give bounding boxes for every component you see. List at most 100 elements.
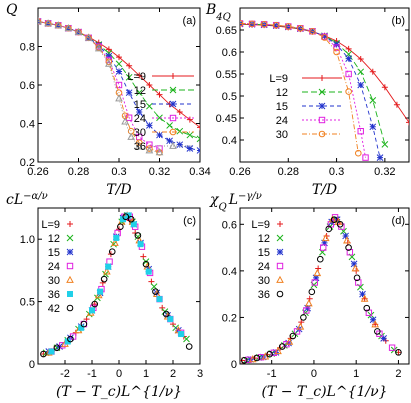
data-point <box>178 331 185 338</box>
data-point <box>164 311 171 319</box>
data-point <box>122 213 130 221</box>
data-point <box>357 81 365 89</box>
legend-label: L=9 <box>127 71 146 83</box>
legend-marker <box>276 290 284 298</box>
y-tick-label: 0 <box>29 359 35 371</box>
y-tick-label: 0.2 <box>222 312 237 324</box>
y-axis-label: B4Q <box>205 2 231 23</box>
data-layer <box>240 20 409 161</box>
legend: L=9 12 15 24 30 36 <box>127 71 194 153</box>
legend-marker <box>318 102 326 110</box>
data-point <box>345 70 352 78</box>
data-point <box>345 45 352 52</box>
legend-label: 24 <box>276 115 288 127</box>
legend-label: 12 <box>48 233 60 245</box>
data-point <box>300 314 307 321</box>
y-tick-label: 0.65 <box>216 25 237 37</box>
data-point <box>363 304 371 312</box>
legend-label: 36 <box>134 141 146 153</box>
data-point <box>153 289 161 297</box>
y-axis-label: Q <box>6 2 18 18</box>
legend-label: 15 <box>134 99 146 111</box>
data-point <box>155 148 164 156</box>
panel-label: (d) <box>392 215 405 227</box>
legend-marker <box>276 262 284 270</box>
data-point <box>253 354 261 362</box>
x-tick-label: 3 <box>197 368 203 380</box>
data-point <box>325 225 333 233</box>
data-point <box>260 20 268 28</box>
y-tick-label: 0.6 <box>222 219 237 231</box>
x-tick-label: 0.32 <box>149 166 170 178</box>
data-point <box>346 249 354 256</box>
data-point <box>84 33 93 41</box>
data-point <box>106 258 113 265</box>
legend-marker <box>318 130 326 138</box>
data-point <box>351 264 360 272</box>
series-line <box>240 23 386 145</box>
legend-marker <box>169 114 177 122</box>
data-point <box>305 299 313 307</box>
data-point <box>176 141 184 149</box>
data-point <box>381 141 389 148</box>
data-point <box>313 268 322 277</box>
data-point <box>162 310 170 318</box>
data-point <box>297 25 304 33</box>
data-point <box>293 328 301 335</box>
legend-label: 24 <box>258 261 270 273</box>
data-point <box>369 123 377 131</box>
data-point <box>360 294 369 302</box>
data-point <box>67 335 74 343</box>
data-point <box>270 349 278 357</box>
data-point <box>91 300 98 308</box>
series-15 <box>240 20 384 161</box>
data-point <box>240 356 248 364</box>
legend-marker <box>169 128 177 136</box>
series-12 <box>240 20 389 148</box>
legend-marker <box>170 73 176 79</box>
data-point <box>355 279 362 286</box>
legend-label: 15 <box>258 247 270 259</box>
legend-marker <box>276 234 284 242</box>
plot-frame <box>239 207 410 365</box>
data-point <box>376 154 384 161</box>
data-point <box>308 288 316 296</box>
legend-marker <box>318 88 326 96</box>
x-tick-label: 0.26 <box>27 166 48 178</box>
data-point <box>145 268 152 275</box>
data-point <box>345 88 352 95</box>
legend-marker <box>66 234 74 242</box>
legend-label: 12 <box>276 87 288 99</box>
legend-label: L=9 <box>251 219 270 231</box>
legend-marker <box>66 248 74 256</box>
data-point <box>53 344 61 352</box>
panel-label: (b) <box>392 15 405 27</box>
data-point <box>350 260 358 268</box>
data-point <box>353 274 361 282</box>
data-point <box>146 122 153 129</box>
data-point <box>38 17 42 25</box>
data-point <box>248 20 256 28</box>
data-point <box>261 352 270 360</box>
data-point <box>381 84 388 91</box>
panel-label: (c) <box>183 215 196 227</box>
legend-label: 30 <box>48 275 60 287</box>
data-point <box>406 119 409 126</box>
legend-label: 15 <box>48 247 60 259</box>
x-tick-label: 0.28 <box>278 166 299 178</box>
data-point <box>156 145 163 152</box>
legend-marker <box>67 291 73 297</box>
y-tick-label: 0.5 <box>222 91 237 103</box>
legend: L=9 12 15 24 30 36 42 <box>41 219 74 315</box>
data-point <box>156 91 163 98</box>
legend-label: 30 <box>276 129 288 141</box>
chart-panel-1: 0.26 0.28 0.3 0.32 0.34 0.2 0.4 0.6 0.8 (a) T/D Q L=… <box>6 2 211 198</box>
series-36 <box>240 216 402 364</box>
legend-marker <box>66 275 74 283</box>
data-point <box>99 279 106 286</box>
data-point <box>369 68 376 75</box>
data-point <box>125 89 133 97</box>
data-point <box>336 220 344 228</box>
data-point <box>146 102 153 110</box>
